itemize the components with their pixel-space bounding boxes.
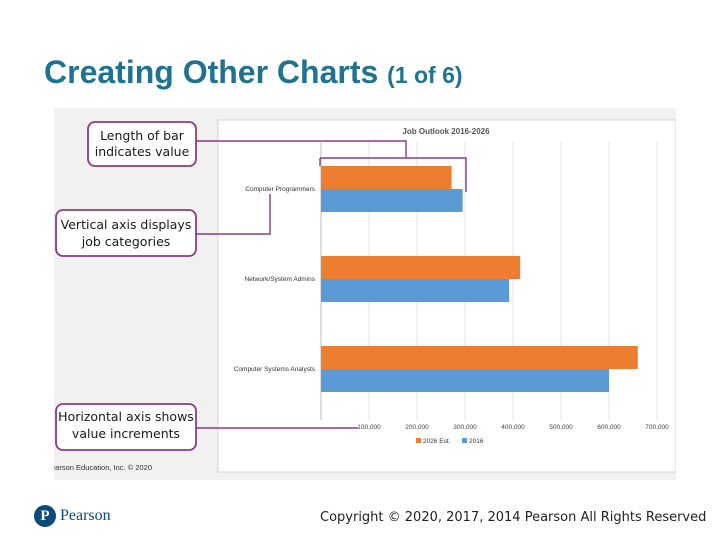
callout-line-2: indicates value	[95, 144, 190, 159]
legend-label: 2016	[469, 438, 484, 445]
chart-svg: Job Outlook 2016-2026 Computer Programme…	[54, 119, 676, 473]
callout-box	[55, 403, 197, 451]
callout-length-of-bar: Length of bar indicates value	[87, 121, 197, 167]
bar-2016	[321, 279, 510, 302]
chart-figure: Job Outlook 2016-2026 Computer Programme…	[54, 108, 676, 480]
bar-2016	[321, 189, 463, 212]
bar-2026	[321, 166, 452, 189]
bar-2016	[321, 369, 609, 392]
callout-connector-length	[196, 140, 407, 158]
category-label: Computer Systems Analysts	[234, 366, 316, 373]
bar-2026	[321, 346, 638, 369]
slide-title: Creating Other Charts (1 of 6)	[44, 54, 463, 91]
copyright-footer: Copyright © 2020, 2017, 2014 Pearson All…	[320, 510, 707, 525]
x-tick-label: 700,000	[645, 424, 669, 431]
slide-title-suffix: (1 of 6)	[387, 62, 463, 88]
slide-title-text: Creating Other Charts	[44, 54, 379, 90]
callout-vertical-axis: Vertical axis displays job categories	[55, 209, 197, 257]
callout-box	[87, 121, 197, 167]
callout-connector-vertical-axis	[196, 194, 271, 235]
x-tick-label: 400,000	[501, 424, 525, 431]
callout-box	[55, 209, 197, 257]
bar-2026	[321, 256, 521, 279]
x-tick-label: 600,000	[597, 424, 621, 431]
category-label: Network/System Admins	[245, 276, 316, 283]
callout-line-1: Length of bar	[100, 128, 185, 143]
legend-swatch	[416, 438, 421, 443]
pearson-logo-text: Pearson	[60, 507, 111, 524]
x-tick-label: 300,000	[453, 424, 477, 431]
image-credit: Pearson Education, Inc. © 2020	[54, 463, 152, 472]
legend-label: 2026 Est.	[423, 438, 451, 445]
legend-swatch	[462, 438, 467, 443]
category-label: Computer Programmers	[245, 186, 315, 193]
callout-line-1: Horizontal axis shows	[58, 409, 194, 424]
x-tick-label: 100,000	[357, 424, 381, 431]
x-tick-label: 500,000	[549, 424, 573, 431]
x-tick-label: 200,000	[405, 424, 429, 431]
pearson-logo: P Pearson	[34, 505, 111, 527]
callout-line-1: Vertical axis displays	[61, 217, 192, 232]
pearson-p-icon: P	[34, 505, 56, 527]
callout-line-2: value increments	[72, 426, 180, 441]
chart-title: Job Outlook 2016-2026	[402, 127, 490, 136]
callout-bracket-length	[319, 157, 467, 192]
callout-horizontal-axis: Horizontal axis shows value increments	[55, 403, 197, 451]
callout-line-2: job categories	[81, 234, 171, 249]
